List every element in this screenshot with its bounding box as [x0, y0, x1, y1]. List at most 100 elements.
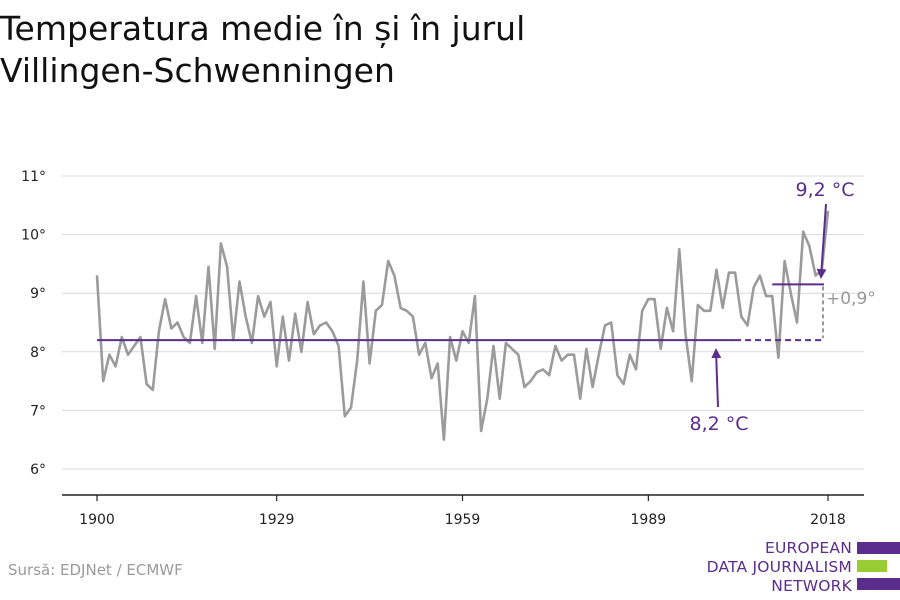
y-tick-label-11: 11°	[21, 169, 46, 185]
data-point-1973	[548, 374, 550, 376]
y-tick-label-9: 9°	[30, 286, 46, 302]
data-point-1906	[133, 345, 135, 347]
data-point-1981	[598, 354, 600, 356]
data-point-1994	[678, 248, 680, 250]
data-point-1968	[517, 354, 519, 356]
logo-bar-green	[857, 560, 887, 572]
data-point-1986	[629, 354, 631, 356]
data-point-1962	[480, 430, 482, 432]
data-point-1918	[207, 266, 210, 268]
data-point-1960	[468, 342, 470, 344]
baseline-arrow	[711, 348, 722, 408]
data-point-1948	[393, 275, 395, 277]
data-point-1956	[443, 439, 445, 441]
data-point-1901	[102, 380, 104, 382]
data-point-1974	[554, 345, 557, 347]
data-point-1953	[424, 342, 426, 344]
data-point-2015	[808, 245, 811, 247]
data-point-1977	[573, 354, 575, 356]
data-point-1935	[313, 333, 315, 335]
data-point-1959	[461, 330, 464, 332]
annotations: +0,9° 8,2 °C 9,2 °C	[97, 179, 876, 435]
recent-arrow	[816, 203, 827, 279]
data-point-1999	[709, 310, 711, 312]
data-point-2006	[753, 286, 755, 288]
data-point-1985	[622, 383, 625, 385]
data-point-1913	[176, 321, 179, 324]
data-point-1990	[653, 298, 656, 300]
data-point-1983	[610, 321, 612, 324]
data-point-1939	[338, 345, 340, 347]
data-point-1941	[350, 406, 352, 409]
y-tick-label-6: 6°	[30, 462, 46, 478]
data-point-1930	[282, 316, 284, 318]
data-point-1952	[418, 354, 420, 356]
source-note: Sursă: EDJNet / ECMWF	[8, 561, 183, 579]
data-point-1958	[455, 359, 457, 362]
data-point-1992	[666, 307, 668, 309]
data-point-1979	[585, 348, 587, 350]
logo-text-european: EUROPEAN	[764, 539, 852, 557]
data-point-1993	[672, 330, 674, 332]
data-point-1957	[449, 336, 451, 338]
data-point-1924	[245, 316, 247, 318]
data-point-1964	[492, 345, 495, 347]
data-point-1970	[530, 380, 532, 382]
data-point-1915	[189, 342, 191, 344]
x-axis: 1900 1929 1959 1989 2018	[62, 494, 864, 528]
data-point-1927	[263, 316, 265, 318]
data-point-1923	[238, 280, 241, 283]
data-point-1900	[96, 275, 98, 277]
data-point-1920	[220, 242, 222, 244]
data-point-1954	[430, 377, 433, 379]
data-point-1950	[406, 310, 408, 312]
data-point-1984	[616, 374, 618, 376]
data-point-1967	[511, 348, 513, 350]
data-point-2003	[734, 272, 736, 274]
data-point-1932	[294, 313, 296, 315]
y-tick-label-7: 7°	[30, 403, 46, 419]
data-point-1971	[536, 371, 538, 373]
data-point-1978	[579, 398, 581, 400]
data-point-1947	[387, 260, 389, 262]
data-point-1989	[647, 298, 649, 300]
y-tick-label-8: 8°	[30, 345, 46, 361]
data-point-1934	[307, 301, 309, 303]
chart-title-line-1: Temperatura medie în și în jurul	[0, 9, 526, 48]
data-point-1925	[251, 342, 253, 344]
data-point-1980	[591, 386, 594, 388]
data-point-2010	[777, 357, 780, 359]
data-point-1910	[158, 330, 160, 332]
data-point-1976	[567, 354, 569, 356]
y-axis-tick-labels: 6° 7° 8° 9° 10° 11°	[21, 169, 46, 478]
data-point-1961	[474, 295, 476, 297]
data-point-2016	[815, 275, 817, 277]
recent-value-label: 9,2 °C	[795, 179, 854, 201]
data-point-1926	[257, 295, 259, 297]
data-point-1940	[344, 415, 346, 417]
data-point-1963	[486, 398, 488, 400]
edjnet-logo: EUROPEAN DATA JOURNALISM NETWORK	[700, 538, 900, 598]
x-tick-label-2018: 2018	[810, 512, 846, 528]
data-point-1909	[152, 389, 154, 391]
data-point-1945	[375, 310, 377, 312]
logo-bar-purple-top	[857, 542, 900, 554]
data-point-1905	[127, 354, 129, 356]
data-point-1951	[412, 316, 414, 318]
data-point-1917	[201, 342, 203, 344]
data-point-1995	[684, 333, 687, 335]
data-point-1944	[368, 362, 371, 365]
x-tick-label-1959: 1959	[445, 512, 481, 528]
data-point-1904	[121, 336, 123, 338]
data-point-1955	[437, 362, 439, 365]
x-tick-label-1989: 1989	[631, 512, 667, 528]
data-point-1969	[523, 386, 526, 388]
data-point-2005	[746, 324, 749, 327]
data-point-1965	[499, 398, 501, 400]
data-point-2001	[722, 307, 724, 309]
data-point-1975	[561, 359, 563, 362]
data-point-2009	[771, 295, 773, 297]
data-point-1936	[319, 324, 321, 327]
chart-title: Temperatura medie în și în jurul Villing…	[0, 8, 525, 92]
